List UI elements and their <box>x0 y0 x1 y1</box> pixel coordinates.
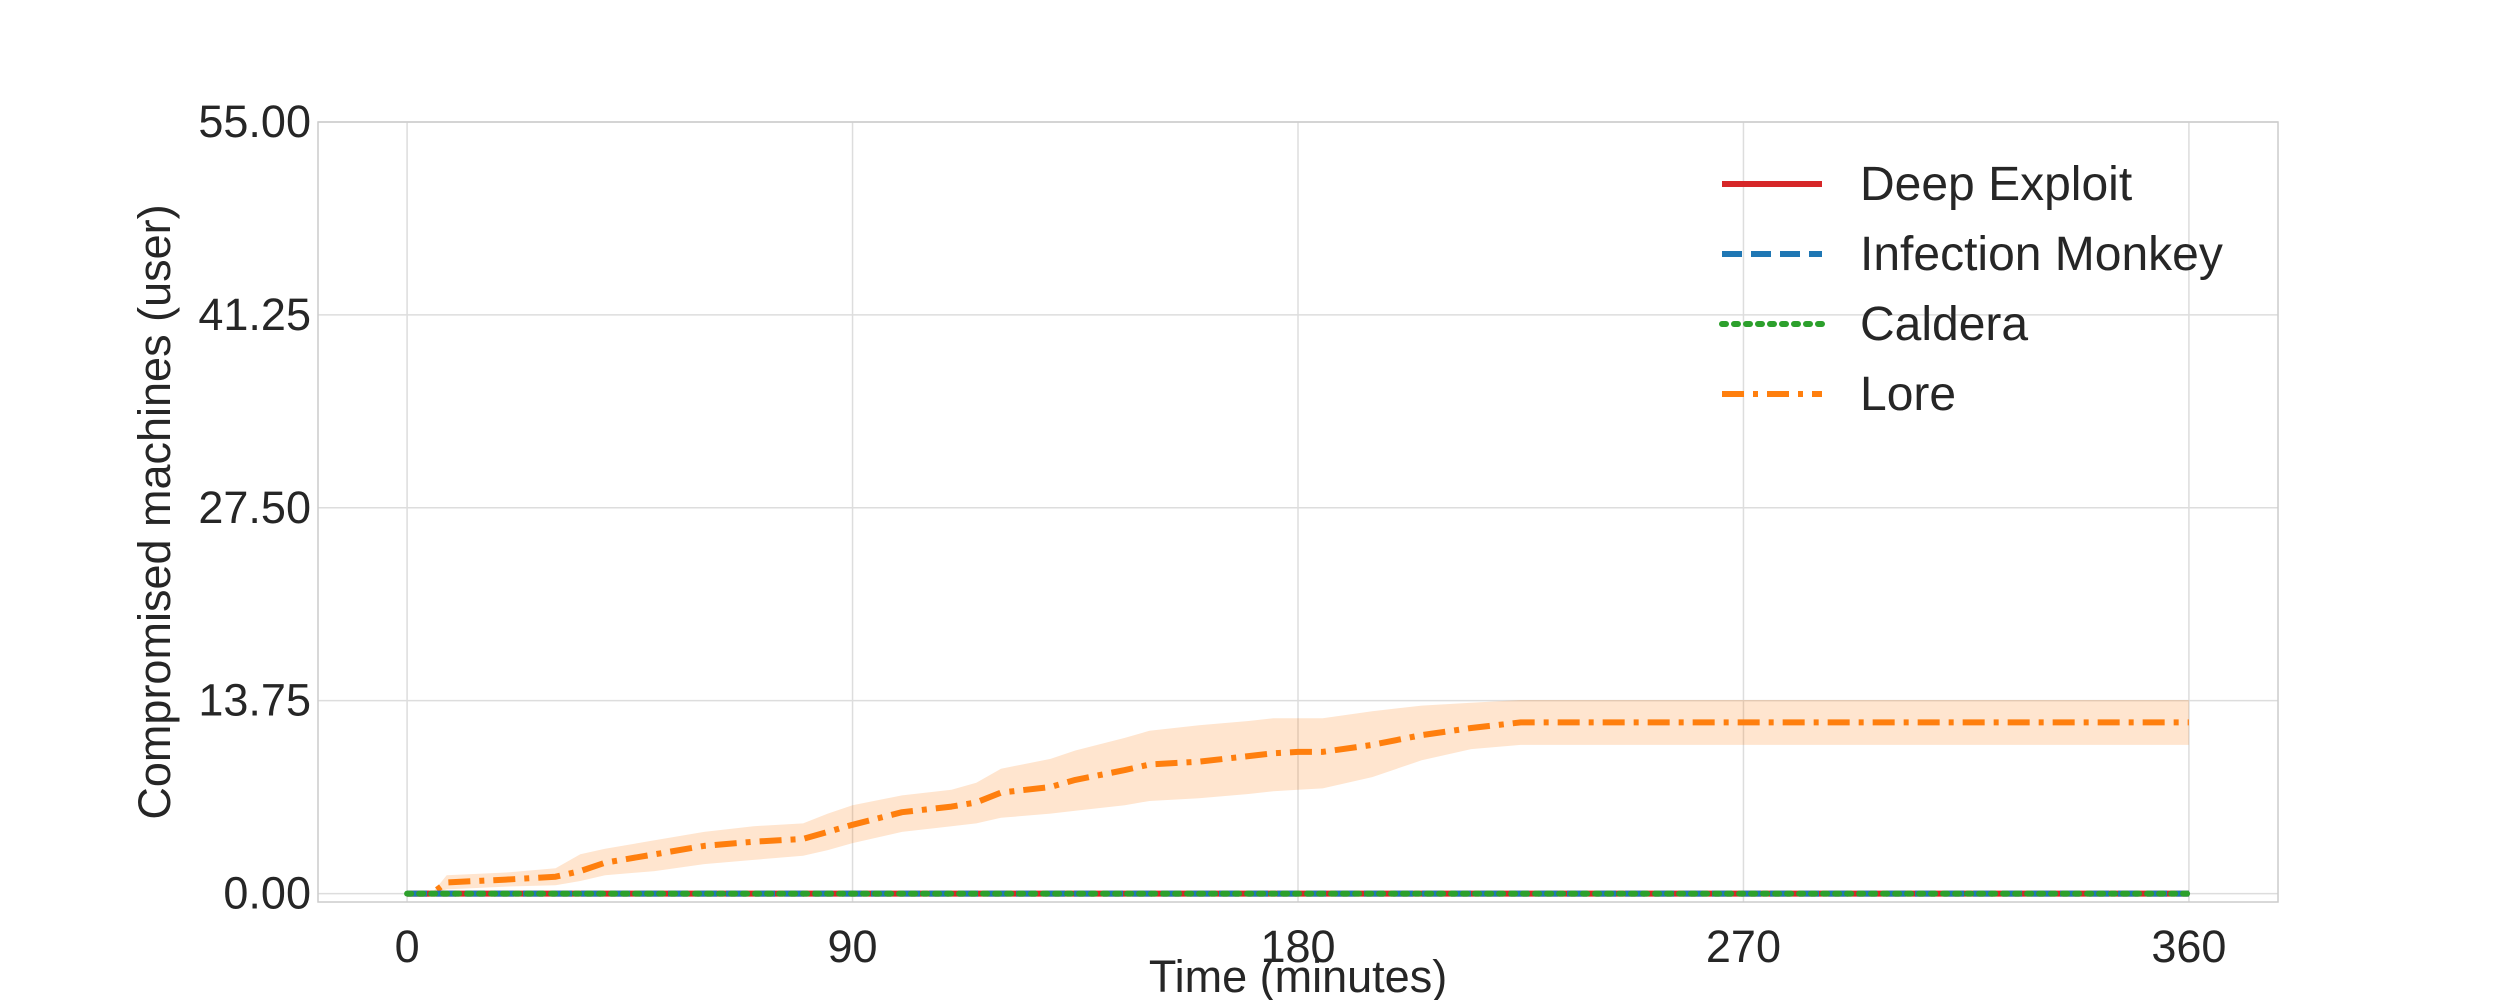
x-axis-label: Time (minutes) <box>1149 951 1447 1000</box>
plot-frame <box>317 121 2279 903</box>
confidence-bands <box>407 700 2189 894</box>
confidence-band-3 <box>407 700 2189 894</box>
legend-label: Infection Monkey <box>1860 228 2223 281</box>
x-tick-label: 270 <box>1706 921 1781 972</box>
y-tick-label: 27.50 <box>198 482 311 533</box>
y-tick-label: 55.00 <box>198 96 311 147</box>
y-axis-label: Compromised machines (user) <box>129 204 180 819</box>
x-tick-label: 0 <box>395 921 420 972</box>
series-lines <box>404 719 2192 897</box>
x-tick-label: 180 <box>1260 921 1335 972</box>
y-tick-label: 41.25 <box>198 289 311 340</box>
legend-label: Lore <box>1860 368 1956 421</box>
y-axis-ticks: 0.00 13.75 27.50 41.25 55.00 <box>198 96 311 919</box>
x-axis-ticks: 0 90 180 270 360 <box>395 921 2227 972</box>
legend: Deep Exploit Infection Monkey Caldera Lore <box>1719 158 2223 421</box>
legend-label: Caldera <box>1860 298 2028 351</box>
y-tick-label: 13.75 <box>198 675 311 726</box>
x-tick-label: 360 <box>2151 921 2226 972</box>
x-tick-label: 90 <box>828 921 878 972</box>
y-tick-label: 0.00 <box>223 868 311 919</box>
series-line-3 <box>407 719 2189 897</box>
legend-label: Deep Exploit <box>1860 158 2132 211</box>
